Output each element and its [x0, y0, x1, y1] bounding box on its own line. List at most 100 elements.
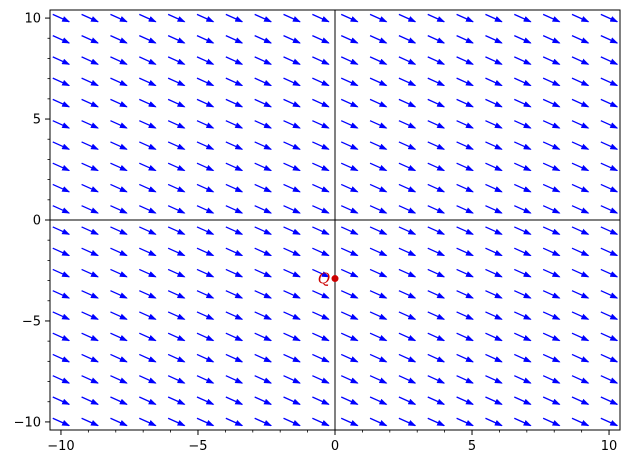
- field-arrow: [514, 77, 532, 87]
- field-arrow: [225, 35, 244, 44]
- field-arrow: [514, 311, 532, 320]
- field-arrow: [456, 396, 474, 405]
- field-arrow: [340, 332, 359, 342]
- field-arrow: [110, 311, 128, 320]
- field-arrow: [110, 183, 128, 193]
- x-tick-label: −10: [47, 439, 74, 454]
- field-arrow: [456, 226, 474, 235]
- field-arrow: [225, 332, 244, 342]
- field-arrow: [254, 375, 273, 384]
- field-arrow: [52, 311, 71, 320]
- field-arrow: [312, 396, 330, 405]
- field-arrow: [571, 141, 590, 150]
- field-arrow: [225, 141, 244, 150]
- field-arrow: [600, 417, 619, 427]
- field-arrow: [427, 141, 446, 150]
- field-arrow: [139, 226, 157, 235]
- field-arrow: [514, 141, 532, 150]
- field-arrow: [283, 35, 301, 44]
- field-arrow: [196, 226, 215, 235]
- field-arrow: [283, 77, 301, 87]
- field-arrow: [340, 98, 359, 108]
- field-arrow: [542, 353, 561, 363]
- field-arrow: [312, 141, 330, 150]
- field-arrow: [81, 311, 99, 320]
- field-arrow: [81, 162, 99, 172]
- field-arrow: [139, 120, 157, 129]
- field-arrow: [52, 205, 71, 214]
- field-arrow: [600, 35, 619, 44]
- field-arrow: [542, 183, 561, 193]
- field-arrow: [254, 247, 273, 257]
- field-arrow: [571, 396, 590, 405]
- field-arrow: [167, 332, 186, 342]
- field-arrow: [196, 311, 215, 320]
- field-arrow: [283, 268, 301, 278]
- field-arrow: [485, 35, 503, 44]
- field-arrow: [571, 311, 590, 320]
- field-arrow: [167, 375, 186, 384]
- field-arrow: [398, 35, 417, 44]
- field-arrow: [340, 183, 359, 193]
- field-arrow: [340, 353, 359, 363]
- field-arrow: [52, 98, 71, 108]
- field-arrow: [196, 183, 215, 193]
- field-arrow: [312, 98, 330, 108]
- field-arrow: [600, 162, 619, 172]
- field-arrow: [312, 332, 330, 342]
- field-arrow: [283, 162, 301, 172]
- field-arrow: [312, 226, 330, 235]
- field-arrow: [196, 56, 215, 65]
- field-arrow: [139, 332, 157, 342]
- field-arrow: [254, 417, 273, 427]
- field-arrow: [427, 13, 446, 23]
- field-arrow: [139, 396, 157, 405]
- field-arrow: [196, 332, 215, 342]
- field-arrow: [542, 120, 561, 129]
- field-arrow: [254, 120, 273, 129]
- field-arrow: [369, 375, 388, 384]
- field-arrow: [485, 375, 503, 384]
- field-arrow: [485, 332, 503, 342]
- field-arrow: [283, 247, 301, 257]
- field-arrow: [514, 247, 532, 257]
- field-arrow: [571, 77, 590, 87]
- field-arrow: [167, 417, 186, 427]
- field-arrow: [427, 332, 446, 342]
- field-arrow: [110, 417, 128, 427]
- field-arrow: [398, 268, 417, 278]
- field-arrow: [369, 77, 388, 87]
- field-arrow: [312, 417, 330, 427]
- field-arrow: [485, 56, 503, 65]
- field-arrow: [485, 205, 503, 214]
- x-tick-label: 10: [601, 439, 618, 454]
- field-arrow: [225, 56, 244, 65]
- field-arrow: [456, 77, 474, 87]
- field-arrow: [514, 162, 532, 172]
- field-arrow: [312, 13, 330, 23]
- field-arrow: [398, 205, 417, 214]
- field-arrow: [225, 98, 244, 108]
- field-arrow: [81, 396, 99, 405]
- field-arrow: [110, 396, 128, 405]
- field-arrow: [196, 77, 215, 87]
- field-arrow: [196, 205, 215, 214]
- field-arrow: [110, 353, 128, 363]
- field-arrow: [542, 311, 561, 320]
- field-arrow: [369, 332, 388, 342]
- field-arrow: [340, 162, 359, 172]
- field-arrow: [427, 183, 446, 193]
- field-arrow: [254, 183, 273, 193]
- field-arrow: [600, 268, 619, 278]
- field-arrow: [571, 56, 590, 65]
- field-arrow: [196, 141, 215, 150]
- field-arrow: [312, 290, 330, 299]
- field-arrow: [283, 353, 301, 363]
- field-arrow: [52, 162, 71, 172]
- field-arrow: [398, 332, 417, 342]
- field-arrow: [254, 141, 273, 150]
- field-arrow: [514, 268, 532, 278]
- field-arrow: [571, 120, 590, 129]
- field-arrow: [600, 183, 619, 193]
- field-arrow: [139, 417, 157, 427]
